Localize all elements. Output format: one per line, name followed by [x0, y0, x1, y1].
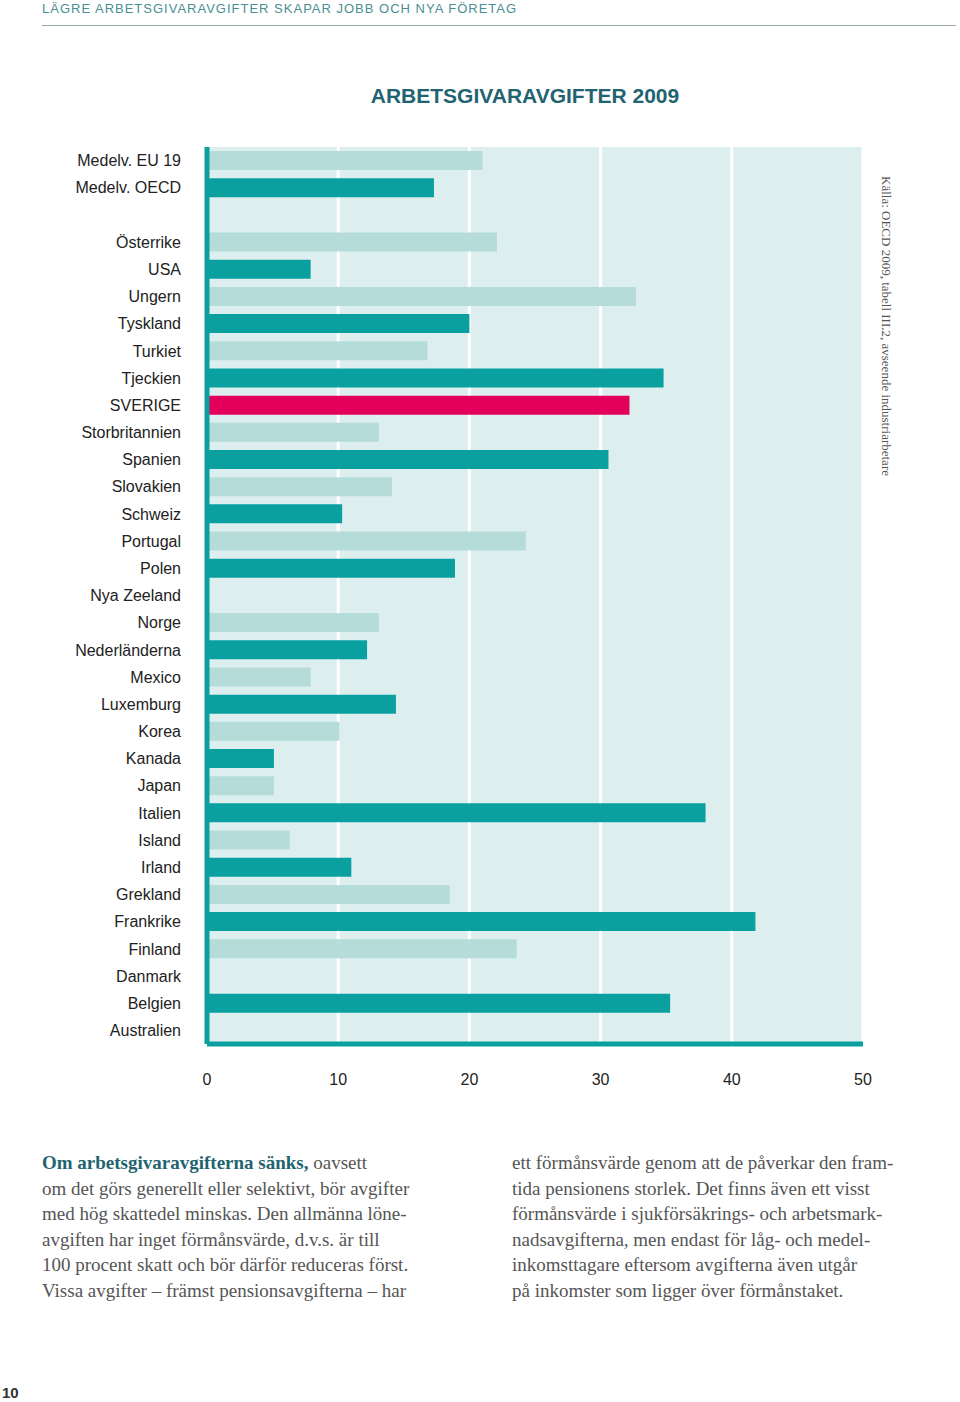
html-text:inkomsttagare eftersom avgifte: inkomsttagare eftersom avgifterna även u… [512, 1254, 857, 1275]
svg-text:Luxemburg: Luxemburg [101, 696, 181, 713]
svg-text:Grekland: Grekland [116, 886, 181, 903]
svg-text:0: 0 [203, 1071, 212, 1088]
svg-text:50: 50 [854, 1071, 872, 1088]
svg-text:Belgien: Belgien [128, 995, 181, 1012]
svg-text:Island: Island [138, 832, 181, 849]
html-text:LÄGRE ARBETSGIVARAVGIFTER SKAP: LÄGRE ARBETSGIVARAVGIFTER SKAPAR JOBB OC… [42, 1, 518, 16]
html-text:100 procent skatt och bör därf: 100 procent skatt och bör därför reducer… [42, 1254, 409, 1275]
svg-text:Spanien: Spanien [122, 451, 181, 468]
svg-text:Frankrike: Frankrike [114, 913, 181, 930]
html-text:på inkomster som ligger över f: på inkomster som ligger över förmånstake… [512, 1279, 844, 1301]
html-text:10: 10 [2, 1384, 19, 1401]
svg-text:Ungern: Ungern [129, 288, 181, 305]
html-text:med hög skattedel minskas. Den: med hög skattedel minskas. Den allmänna … [42, 1203, 407, 1224]
svg-text:Polen: Polen [140, 560, 181, 577]
svg-text:20: 20 [461, 1071, 479, 1088]
html-text:ett förmånsvärde genom att de: ett förmånsvärde genom att de påverkar d… [512, 1152, 894, 1173]
html-text:om det görs generellt eller se: om det görs generellt eller selektivt, b… [42, 1177, 410, 1199]
svg-text:Australien: Australien [110, 1022, 181, 1039]
svg-text:10: 10 [329, 1071, 347, 1088]
svg-text:Mexico: Mexico [130, 669, 181, 686]
svg-text:Kanada: Kanada [126, 750, 181, 767]
svg-text:30: 30 [592, 1071, 610, 1088]
svg-text:Finland: Finland [129, 941, 181, 958]
html-text:Källa: OECD 2009, tabell III.2: Källa: OECD 2009, tabell III.2, avseende… [879, 176, 894, 476]
html-text:ARBETSGIVARAVGIFTER 2009: ARBETSGIVARAVGIFTER 2009 [370, 84, 680, 107]
svg-text:Tyskland: Tyskland [118, 315, 181, 332]
svg-text:Nya Zeeland: Nya Zeeland [90, 587, 181, 604]
svg-text:SVERIGE: SVERIGE [110, 397, 181, 414]
svg-text:Japan: Japan [137, 777, 181, 794]
svg-text:Nederländerna: Nederländerna [75, 642, 181, 659]
svg-text:40: 40 [723, 1071, 741, 1088]
svg-text:Österrike: Österrike [116, 234, 181, 251]
html-text:nadsavgifterna, men endast för: nadsavgifterna, men endast för låg- och … [512, 1228, 871, 1250]
svg-text:USA: USA [148, 261, 181, 278]
svg-text:Medelv. EU 19: Medelv. EU 19 [77, 152, 181, 169]
svg-text:Medelv. OECD: Medelv. OECD [75, 179, 181, 196]
html-text:avgiften har inget förmånsvärd: avgiften har inget förmånsvärde, d.v.s. … [42, 1228, 380, 1250]
svg-text:Norge: Norge [137, 614, 181, 631]
svg-text:Schweiz: Schweiz [121, 506, 181, 523]
html-text:tida pensionens storlek. Det f: tida pensionens storlek. Det finns även … [512, 1177, 870, 1199]
html-text:Om arbetsgivaravgifterna sänks: Om arbetsgivaravgifterna sänks, oavsett [42, 1152, 368, 1173]
html-text:Vissa avgifter – främst pensio: Vissa avgifter – främst pensionsavgifter… [42, 1279, 406, 1301]
svg-text:Portugal: Portugal [121, 533, 181, 550]
svg-text:Danmark: Danmark [116, 968, 182, 985]
svg-text:Slovakien: Slovakien [112, 478, 181, 495]
svg-text:Turkiet: Turkiet [133, 343, 182, 360]
svg-text:Tjeckien: Tjeckien [121, 370, 181, 387]
svg-text:Storbritannien: Storbritannien [81, 424, 181, 441]
svg-text:Korea: Korea [138, 723, 181, 740]
html-text:förmånsvärde i sjukförsäkrings: förmånsvärde i sjukförsäkrings- och arbe… [512, 1203, 883, 1224]
svg-text:Italien: Italien [138, 805, 181, 822]
svg-text:Irland: Irland [141, 859, 181, 876]
